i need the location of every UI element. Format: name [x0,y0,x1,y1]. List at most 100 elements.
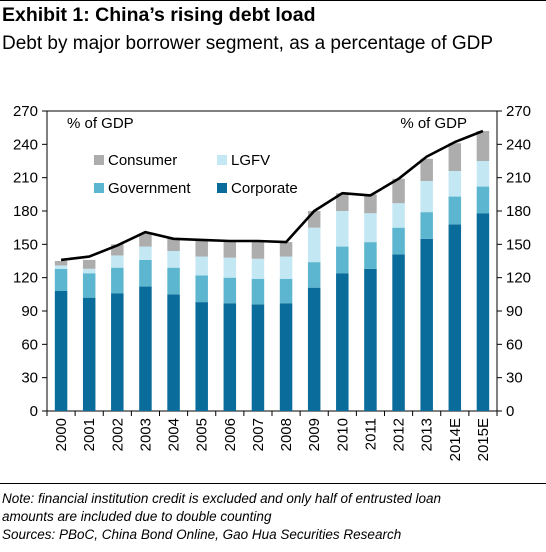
bar-consumer-2014E [448,143,462,171]
bar-corporate-2002 [111,293,124,411]
legend-label-corporate: Corporate [231,180,298,197]
bar-corporate-2014E [448,224,462,411]
right-tick-label-30: 30 [506,370,523,387]
bar-lgfv-2003 [139,246,152,260]
left-axis-label: % of GDP [67,115,134,132]
bar-corporate-2012 [392,254,405,411]
footnote-line-2: amounts are included due to double count… [2,509,272,524]
bar-lgfv-2002 [111,255,124,268]
bar-consumer-2007 [251,241,265,259]
bar-government-2000 [54,268,68,291]
legend-swatch-lgfv [217,155,227,165]
bar-corporate-2001 [82,297,96,411]
x-tick-label-2009: 2009 [306,418,323,451]
bar-government-2004 [167,267,180,295]
bar-consumer-2012 [392,178,405,204]
bar-government-2002 [111,267,124,294]
bar-consumer-2010 [336,193,349,211]
bar-lgfv-2015E [476,161,490,187]
bar-consumer-2013 [420,158,433,181]
bar-lgfv-2005 [195,256,208,276]
left-tick-label-30: 30 [21,370,38,387]
bar-corporate-2006 [223,303,237,411]
x-tick-label-2010: 2010 [334,418,351,451]
x-tick-label-2015E: 2015E [475,418,492,461]
top-rule [0,0,546,1]
bar-corporate-2009 [307,287,321,411]
x-tick-label-2013: 2013 [419,418,436,451]
bar-lgfv-2012 [392,203,405,228]
right-tick-label-180: 180 [506,203,531,220]
bar-corporate-2010 [336,273,349,411]
legend-swatch-consumer [94,155,104,165]
bar-consumer-2015E [476,131,490,161]
bar-lgfv-2000 [54,265,68,269]
bar-consumer-2006 [223,241,237,258]
bar-government-2009 [307,262,321,288]
bar-lgfv-2004 [167,251,180,268]
x-tick-label-2003: 2003 [137,418,154,451]
x-tick-label-2001: 2001 [81,418,98,451]
x-tick-label-2006: 2006 [222,418,239,451]
bar-consumer-2009 [307,211,321,228]
bar-consumer-2011 [364,194,377,214]
left-tick-label-150: 150 [13,236,38,253]
chart-subtitle: Debt by major borrower segment, as a per… [2,33,494,54]
bar-consumer-2001 [82,259,96,269]
bar-lgfv-2010 [336,211,349,247]
bar-consumer-2003 [139,233,152,247]
right-tick-label-90: 90 [506,303,523,320]
left-tick-label-180: 180 [13,203,38,220]
x-tick-label-2007: 2007 [250,418,267,451]
bar-government-2012 [392,227,405,255]
bar-corporate-2011 [364,268,377,411]
left-tick-label-90: 90 [21,303,38,320]
bar-government-2005 [195,275,208,303]
right-tick-label-120: 120 [506,270,531,287]
sources-line: Sources: PBoC, China Bond Online, Gao Hu… [2,527,402,542]
bar-lgfv-2009 [307,227,321,263]
right-tick-label-60: 60 [506,336,523,353]
bar-government-2006 [223,277,237,304]
legend-label-government: Government [108,180,191,197]
bar-corporate-2003 [139,286,152,411]
bar-corporate-2004 [167,294,180,411]
x-tick-label-2008: 2008 [278,418,295,451]
bar-government-2003 [139,259,152,287]
x-tick-label-2014E: 2014E [447,418,464,461]
bar-corporate-2005 [195,302,208,411]
bar-lgfv-2001 [82,268,96,274]
stacked-bar-chart: 0 0 30 30 60 60 90 90 120 120 150 150 180 180 210 210 24… [13,103,531,461]
bar-corporate-2013 [420,238,433,411]
footer-rule [0,483,546,484]
bar-government-2013 [420,212,433,239]
right-tick-label-0: 0 [506,403,514,420]
right-tick-label-270: 270 [506,103,531,120]
x-tick-label-2000: 2000 [53,418,70,451]
bar-corporate-2000 [54,291,68,411]
legend-swatch-corporate [217,183,227,193]
bar-lgfv-2011 [364,213,377,243]
bar-government-2008 [279,278,293,304]
bar-lgfv-2007 [251,258,265,279]
bar-consumer-2004 [167,238,180,251]
bar-consumer-2000 [54,261,68,266]
legend-label-lgfv: LGFV [231,152,270,169]
x-tick-label-2005: 2005 [194,418,211,451]
bar-consumer-2005 [195,239,208,257]
bar-corporate-2015E [476,213,490,411]
bar-lgfv-2014E [448,171,462,197]
x-tick-label-2004: 2004 [166,418,183,451]
x-tick-label-2011: 2011 [362,418,379,450]
bar-government-2014E [448,196,462,225]
chart-title: Exhibit 1: China’s rising debt load [2,4,316,26]
legend-label-consumer: Consumer [108,152,177,169]
bar-government-2015E [476,186,490,214]
right-tick-label-210: 210 [506,170,531,187]
bar-corporate-2008 [279,303,293,411]
left-tick-label-210: 210 [13,170,38,187]
bar-consumer-2002 [111,244,124,256]
left-tick-label-240: 240 [13,136,38,153]
left-tick-label-270: 270 [13,103,38,120]
bar-consumer-2008 [279,242,293,257]
